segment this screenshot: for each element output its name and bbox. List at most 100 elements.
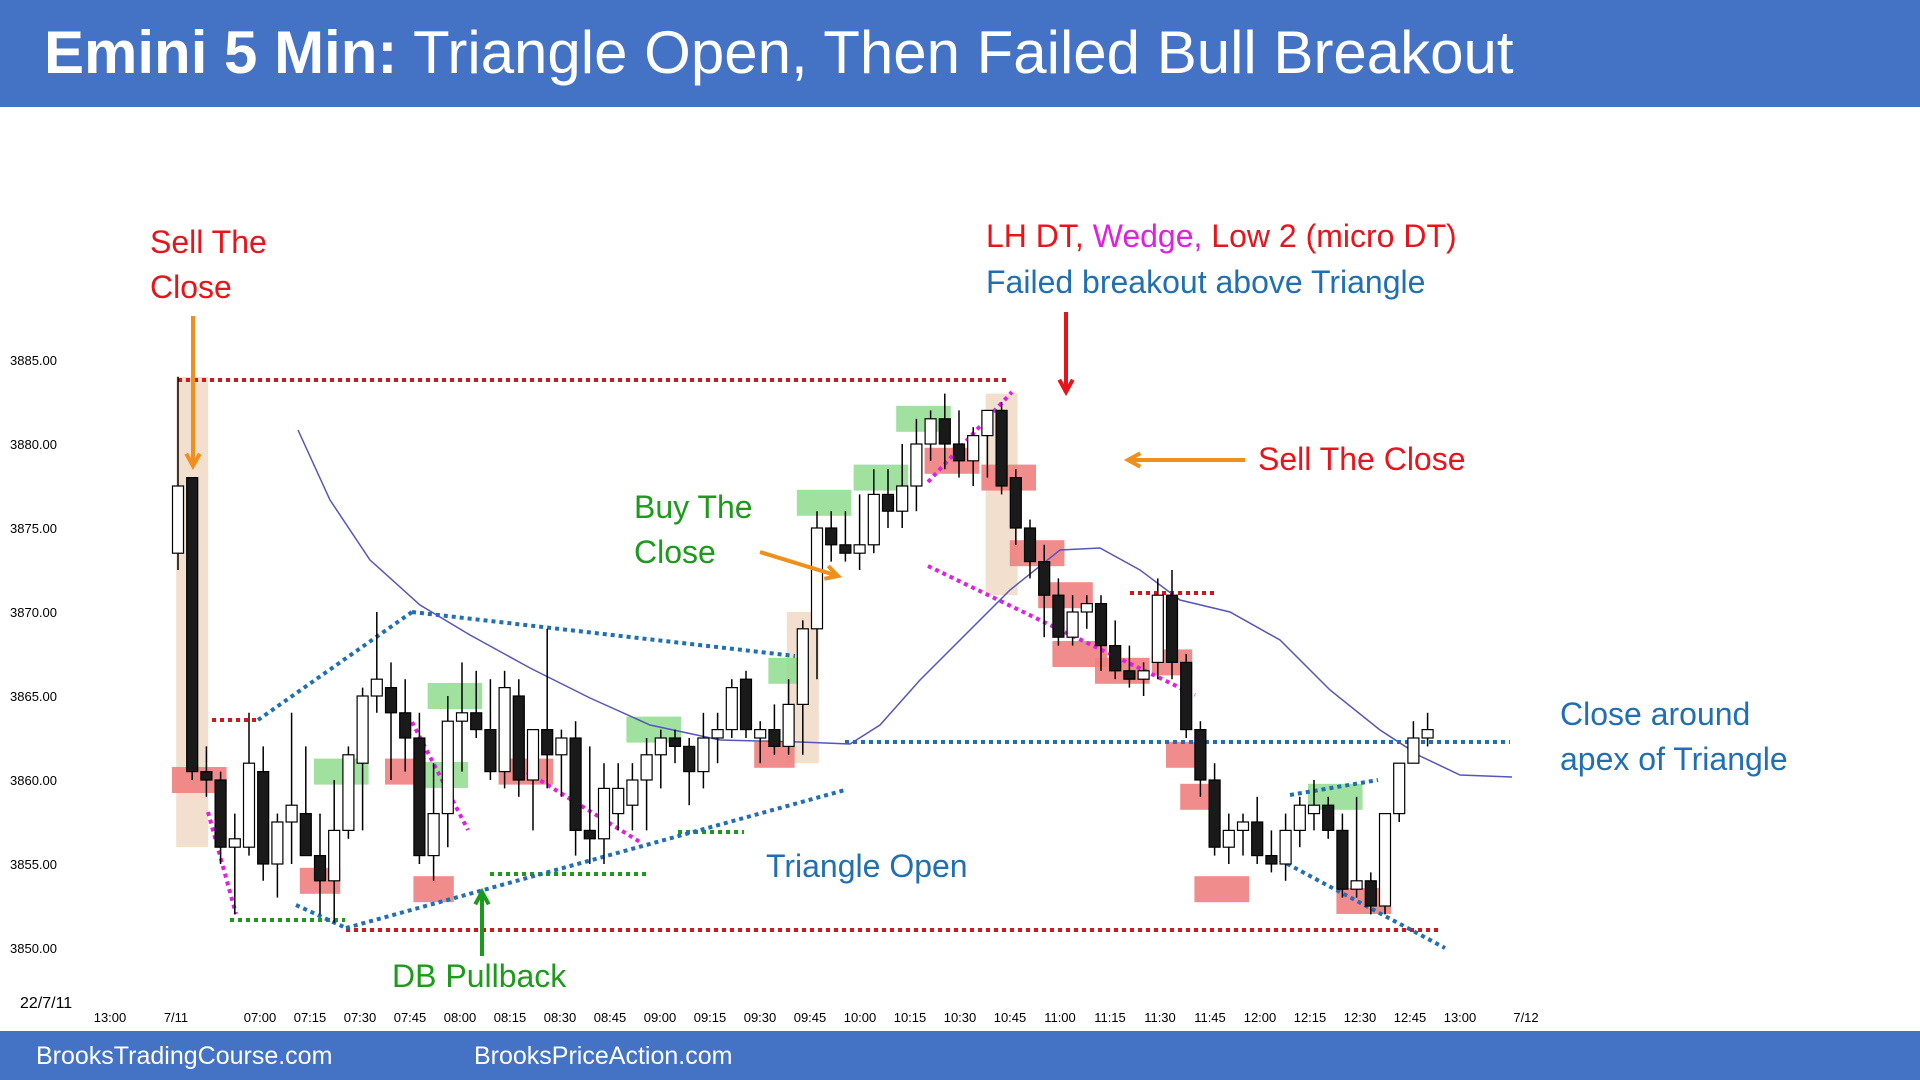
candle-bar — [1123, 645, 1136, 688]
bear-candle-body — [1251, 821, 1264, 857]
bull-candle-body — [640, 754, 653, 781]
candle-bar — [328, 780, 341, 923]
candle-bar — [569, 721, 582, 856]
bear-candle-body — [1052, 594, 1065, 638]
bull-candle-body — [342, 754, 355, 831]
candle-bar — [697, 712, 710, 789]
candle-bar — [725, 679, 738, 738]
bear-entry-box — [981, 464, 1036, 491]
candle-bar — [995, 402, 1008, 495]
x-tick-label: 10:45 — [994, 1010, 1027, 1025]
x-tick-label: 13:00 — [1444, 1010, 1477, 1025]
bear-candle-body — [186, 477, 199, 773]
candle-bar — [768, 704, 781, 755]
x-tick-label: 07:30 — [344, 1010, 377, 1025]
ann-db-pullback: DB Pullback — [392, 958, 567, 994]
buy-close-arrow — [759, 550, 842, 581]
candle-bar — [1222, 813, 1235, 864]
bull-candle-body — [1307, 804, 1321, 815]
x-tick-label: 07:15 — [294, 1010, 327, 1025]
candle-bar — [214, 771, 227, 864]
x-tick-label: 10:00 — [844, 1010, 877, 1025]
x-tick-label: 11:00 — [1044, 1010, 1076, 1025]
bear-candle-body — [470, 712, 483, 731]
x-tick-label: 07:00 — [244, 1010, 277, 1025]
bull-candle-body — [782, 703, 795, 748]
ann-failed-breakout: Failed breakout above Triangle — [986, 264, 1426, 300]
bull-candle-body — [526, 728, 540, 781]
bear-candle-body — [1180, 661, 1193, 731]
bear-candle-body — [1336, 829, 1349, 890]
footer-link-brookspriceaction[interactable]: BrooksPriceAction.com — [474, 1042, 733, 1070]
candle-bar — [1307, 780, 1321, 831]
candle-bar — [1251, 796, 1264, 864]
y-tick-label: 3860.00 — [10, 773, 57, 788]
candle-bar — [1393, 762, 1406, 822]
ann-sell-close-1: Sell The Close — [150, 224, 267, 305]
candle-bar — [441, 696, 454, 848]
candle-bar — [853, 494, 866, 570]
candle-bar — [626, 763, 639, 831]
bear-candle-body — [1194, 728, 1207, 781]
candle-bar — [825, 511, 838, 562]
x-tick-label: 09:30 — [744, 1010, 777, 1025]
y-tick-label: 3865.00 — [10, 689, 57, 704]
bull-candle-body — [1378, 812, 1392, 907]
bear-candle-body — [384, 686, 398, 714]
bull-candle-body — [626, 779, 639, 806]
bull-entry-box — [796, 489, 852, 516]
sell-close-arrow-2 — [1123, 451, 1245, 469]
candle-bar — [1350, 796, 1363, 898]
title-rest: Triangle Open, Then Failed Bull Breakout — [412, 19, 1514, 86]
x-tick-label: 7/11 — [164, 1010, 188, 1025]
db-pullback-arrow — [473, 887, 491, 956]
ema-layer — [297, 429, 1513, 778]
candle-bar — [228, 813, 241, 915]
candle-bar — [683, 738, 696, 806]
ema-line — [297, 429, 1513, 778]
candle-bar — [910, 418, 923, 512]
footer-link-brookstradingcourse[interactable]: BrooksTradingCourse.com — [36, 1042, 333, 1070]
x-tick-label: 12:00 — [1244, 1010, 1277, 1025]
candle-bar — [498, 670, 511, 789]
bear-candle-body — [1165, 594, 1179, 664]
candle-bar — [754, 721, 767, 764]
candle-bar — [413, 712, 426, 864]
dotted-line — [411, 610, 796, 658]
dotted-line — [1289, 778, 1379, 797]
candle-bar — [1279, 813, 1292, 881]
candle-bar — [867, 469, 880, 554]
bull-candle-body — [1222, 829, 1235, 848]
bull-candle-body — [1066, 611, 1079, 638]
bear-candle-body — [881, 493, 895, 512]
bull-candle-body — [697, 737, 710, 773]
bear-candle-body — [952, 443, 966, 462]
x-tick-label: 12:15 — [1294, 1010, 1327, 1025]
candle-bar — [526, 728, 540, 831]
candle-layer — [171, 376, 1434, 923]
date-label: 22/7/11 — [20, 995, 72, 1012]
candle-bar — [370, 612, 383, 713]
bear-candle-body — [313, 854, 327, 882]
bear-candle-body — [668, 737, 682, 747]
axis-layer: 3850.00 3855.00 3860.00 3865.00 3870.00 3875.… — [10, 353, 1539, 1025]
title-bold: Emini 5 Min: — [44, 19, 398, 86]
y-tick-label: 3855.00 — [10, 857, 57, 872]
candle-bar — [938, 393, 951, 470]
arrow-head — [1123, 451, 1142, 469]
bear-candle-body — [825, 527, 838, 546]
bear-candle-body — [1322, 804, 1335, 832]
bull-candle-body — [455, 712, 469, 722]
arrow-head — [184, 452, 202, 471]
bear-candle-body — [1094, 602, 1108, 647]
ann-triangle-open: Triangle Open — [766, 848, 968, 884]
bear-candle-body — [541, 728, 554, 756]
bear-candle-body — [1208, 779, 1221, 848]
candle-bar — [427, 763, 440, 881]
bull-candle-body — [1151, 594, 1164, 664]
bull-candle-body — [1407, 737, 1420, 764]
bear-candle-body — [1123, 670, 1136, 680]
candle-bar — [356, 687, 369, 831]
x-tick-label: 08:30 — [544, 1010, 577, 1025]
